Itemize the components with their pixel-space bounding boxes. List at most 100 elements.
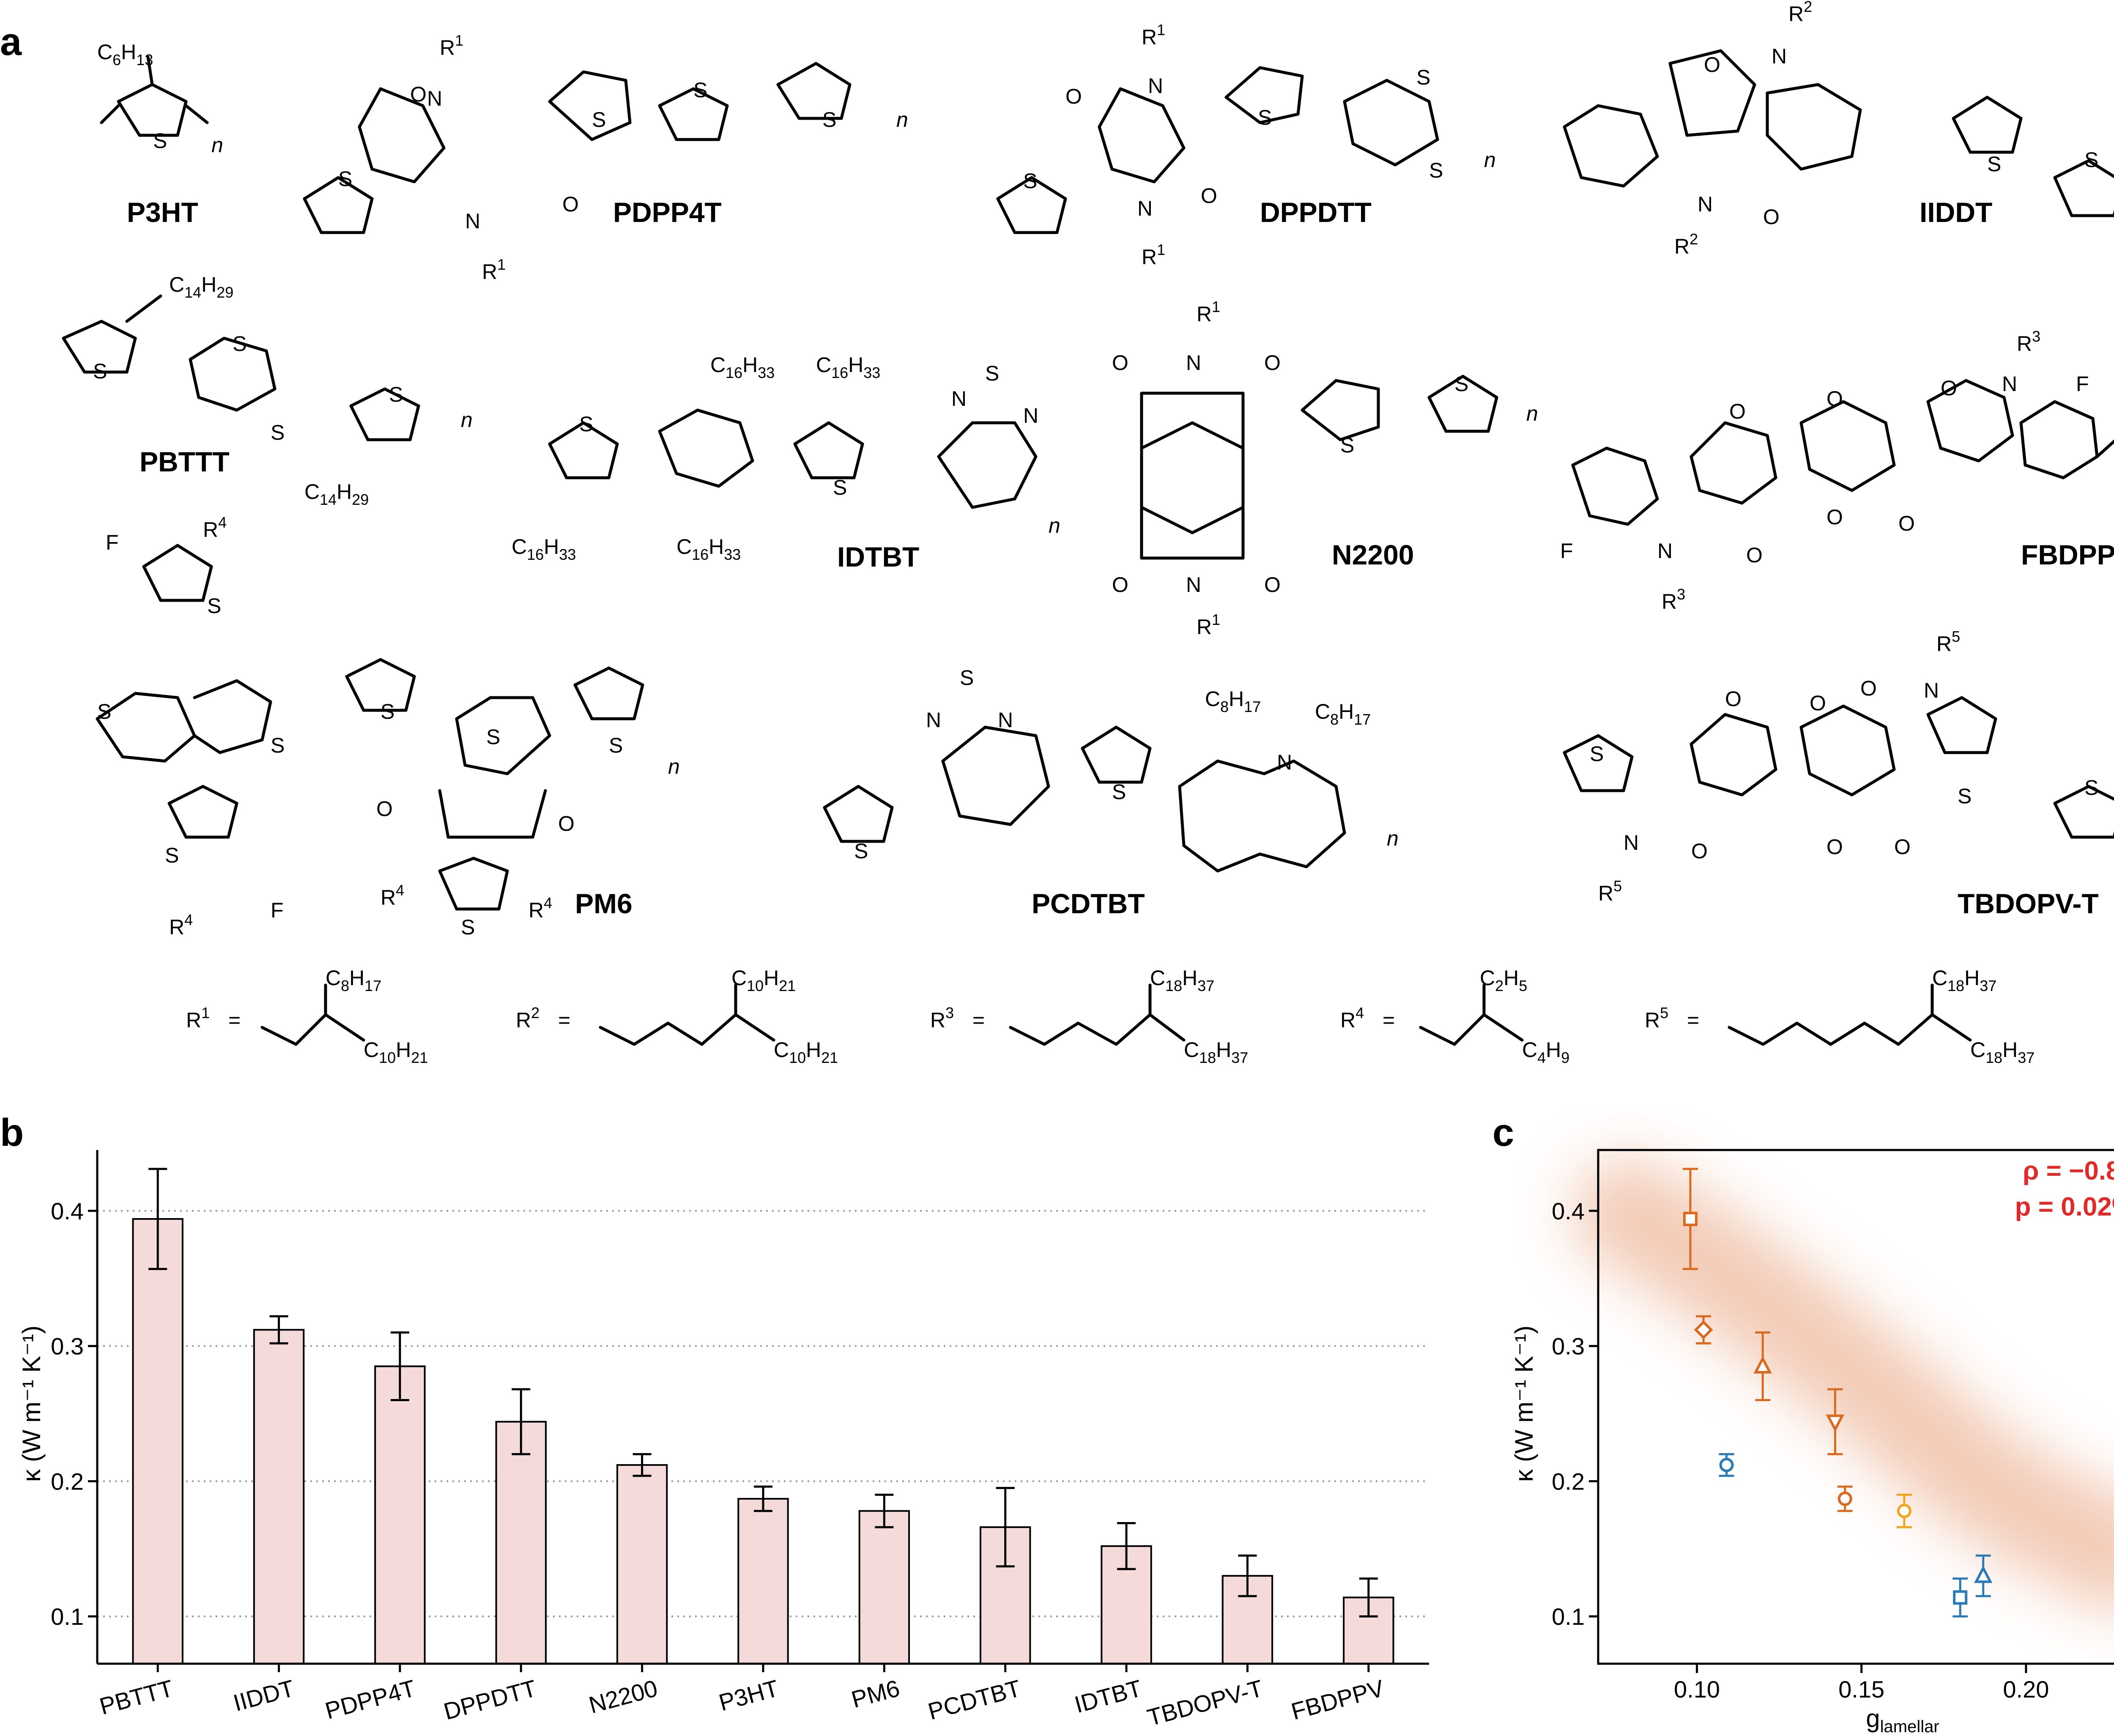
structure-pbttt: S C14H29 S S S C14H29 n xyxy=(62,273,473,508)
svg-text:C18H37: C18H37 xyxy=(1932,966,1996,994)
x-tick-label-iiddt: IIDDT xyxy=(230,1675,297,1717)
svg-text:S: S xyxy=(271,421,285,444)
svg-text:C10H21: C10H21 xyxy=(364,1038,428,1066)
svg-text:n: n xyxy=(211,133,223,157)
x-tick-label: 0.15 xyxy=(1838,1676,1884,1703)
molecule-name-pdpp4t: PDPP4T xyxy=(613,197,722,228)
scatter-y-axis-title: κ (W m⁻¹ K⁻¹) xyxy=(1510,1325,1538,1482)
bar-chart-y-axis-title: κ (W m⁻¹ K⁻¹) xyxy=(17,1325,46,1482)
svg-text:F: F xyxy=(106,531,119,554)
bar-pm6 xyxy=(858,1510,910,1665)
svg-text:R1: R1 xyxy=(186,1004,210,1032)
svg-text:N: N xyxy=(1924,679,1939,702)
scatter-marker-circle xyxy=(1837,1491,1852,1506)
svg-text:S: S xyxy=(822,108,836,131)
y-tick-label: 0.4 xyxy=(1552,1198,1585,1224)
svg-text:N: N xyxy=(1186,351,1201,375)
svg-text:=: = xyxy=(972,1008,985,1032)
svg-text:O: O xyxy=(1112,351,1128,375)
r-group-r1: R1 = C8H17 C10H21 xyxy=(186,966,428,1066)
svg-text:O: O xyxy=(1201,184,1217,208)
scatter-point-9 xyxy=(1974,1554,1993,1597)
structure-p3ht: C6H13 S n xyxy=(97,40,223,157)
y-tick-label: 0.3 xyxy=(1552,1333,1585,1360)
x-tick-label-pcdtbt: PCDTBT xyxy=(925,1675,1024,1725)
molecule-name-pbttt: PBTTT xyxy=(140,446,230,477)
scatter-point-3 xyxy=(1826,1388,1845,1455)
svg-text:N: N xyxy=(998,708,1013,732)
svg-text:O: O xyxy=(1826,387,1843,411)
structure-iiddt: N R2 O N R2 O S S n xyxy=(1563,0,2114,258)
svg-text:O: O xyxy=(376,797,393,821)
svg-text:N: N xyxy=(465,209,480,233)
svg-text:S: S xyxy=(1416,66,1430,89)
svg-text:O: O xyxy=(558,812,575,835)
svg-text:S: S xyxy=(381,700,394,723)
svg-text:S: S xyxy=(153,129,167,153)
svg-text:R2: R2 xyxy=(1788,0,1812,26)
svg-text:O: O xyxy=(1894,835,1911,859)
svg-text:C8H17: C8H17 xyxy=(1315,700,1371,728)
structure-pcdtbt: S N S N S N C8H17 C8H17 n xyxy=(823,666,1399,873)
svg-text:N: N xyxy=(1186,573,1201,597)
svg-text:F: F xyxy=(271,898,284,922)
svg-text:R4: R4 xyxy=(1340,1004,1364,1032)
svg-text:O: O xyxy=(410,82,427,106)
scatter-marker-circle xyxy=(1719,1457,1734,1472)
svg-text:S: S xyxy=(579,412,593,436)
svg-text:=: = xyxy=(558,1008,570,1032)
svg-text:O: O xyxy=(1729,400,1746,423)
scatter-marker-square xyxy=(1683,1212,1698,1227)
svg-text:O: O xyxy=(1941,376,1957,400)
bar-pbttt xyxy=(132,1218,183,1665)
bar-chart-error-bars xyxy=(148,1168,1378,1618)
svg-text:=: = xyxy=(1383,1008,1395,1032)
molecule-name-p3ht: P3HT xyxy=(127,197,198,228)
bar-iiddt xyxy=(253,1329,305,1665)
svg-text:S: S xyxy=(97,700,111,723)
svg-text:O: O xyxy=(1826,835,1843,859)
svg-text:R4: R4 xyxy=(169,911,193,939)
svg-text:R1: R1 xyxy=(1197,298,1220,326)
molecule-name-fbdppv: FBDPPV xyxy=(2021,539,2114,570)
svg-text:C18H37: C18H37 xyxy=(1970,1038,2035,1066)
svg-text:O: O xyxy=(1810,691,1826,715)
svg-text:C16H33: C16H33 xyxy=(676,535,741,563)
panel-b: b 0.1 0.2 0.3 0.4 PBTTT IIDDT PDPP4T DPPDTT N22… xyxy=(0,1111,1429,1731)
scatter-marker-triangle-up xyxy=(1753,1355,1772,1374)
svg-text:O: O xyxy=(1860,676,1877,700)
panel-a: a C6H13 S n P3HT N R1 N R1 O O S S S xyxy=(0,0,2114,1066)
svg-text:N: N xyxy=(1137,197,1153,220)
svg-text:C16H33: C16H33 xyxy=(816,353,880,381)
svg-text:S: S xyxy=(854,839,868,863)
x-tick-label-n2200: N2200 xyxy=(586,1675,660,1719)
svg-text:O: O xyxy=(1898,512,1915,535)
svg-text:S: S xyxy=(1454,372,1468,396)
molecule-name-pm6: PM6 xyxy=(575,888,633,919)
scatter-marker-square xyxy=(1953,1590,1968,1605)
svg-text:R5: R5 xyxy=(1936,628,1960,656)
x-tick-label-dppdtt: DPPDTT xyxy=(441,1675,539,1725)
svg-text:=: = xyxy=(1687,1008,1699,1032)
r-group-definitions: R1 = C8H17 C10H21 R2 = C10H21 C10H21 R3 … xyxy=(186,966,2035,1066)
svg-text:N: N xyxy=(1023,404,1038,427)
svg-text:S: S xyxy=(207,594,221,618)
svg-text:S: S xyxy=(338,167,352,191)
svg-text:O: O xyxy=(1746,543,1763,567)
svg-text:C8H17: C8H17 xyxy=(326,966,381,994)
panel-label-a: a xyxy=(0,20,22,63)
scatter-marker-diamond xyxy=(1694,1320,1713,1339)
trend-band xyxy=(1573,1158,2114,1611)
svg-text:N: N xyxy=(1277,750,1292,774)
scatter-point-2 xyxy=(1753,1331,1772,1402)
x-tick-label-pm6: PM6 xyxy=(849,1675,903,1713)
r-group-r2: R2 = C10H21 C10H21 xyxy=(516,966,838,1066)
svg-text:n: n xyxy=(896,108,908,131)
svg-text:R1: R1 xyxy=(1142,21,1165,49)
svg-text:S: S xyxy=(1023,169,1037,193)
scatter-x-axis-title: glamellar xyxy=(1866,1704,1939,1736)
scatter-points xyxy=(1682,1168,1993,1618)
svg-text:S: S xyxy=(1429,159,1443,182)
r-group-r5: R5 = C18H37 C18H37 xyxy=(1645,966,2035,1066)
